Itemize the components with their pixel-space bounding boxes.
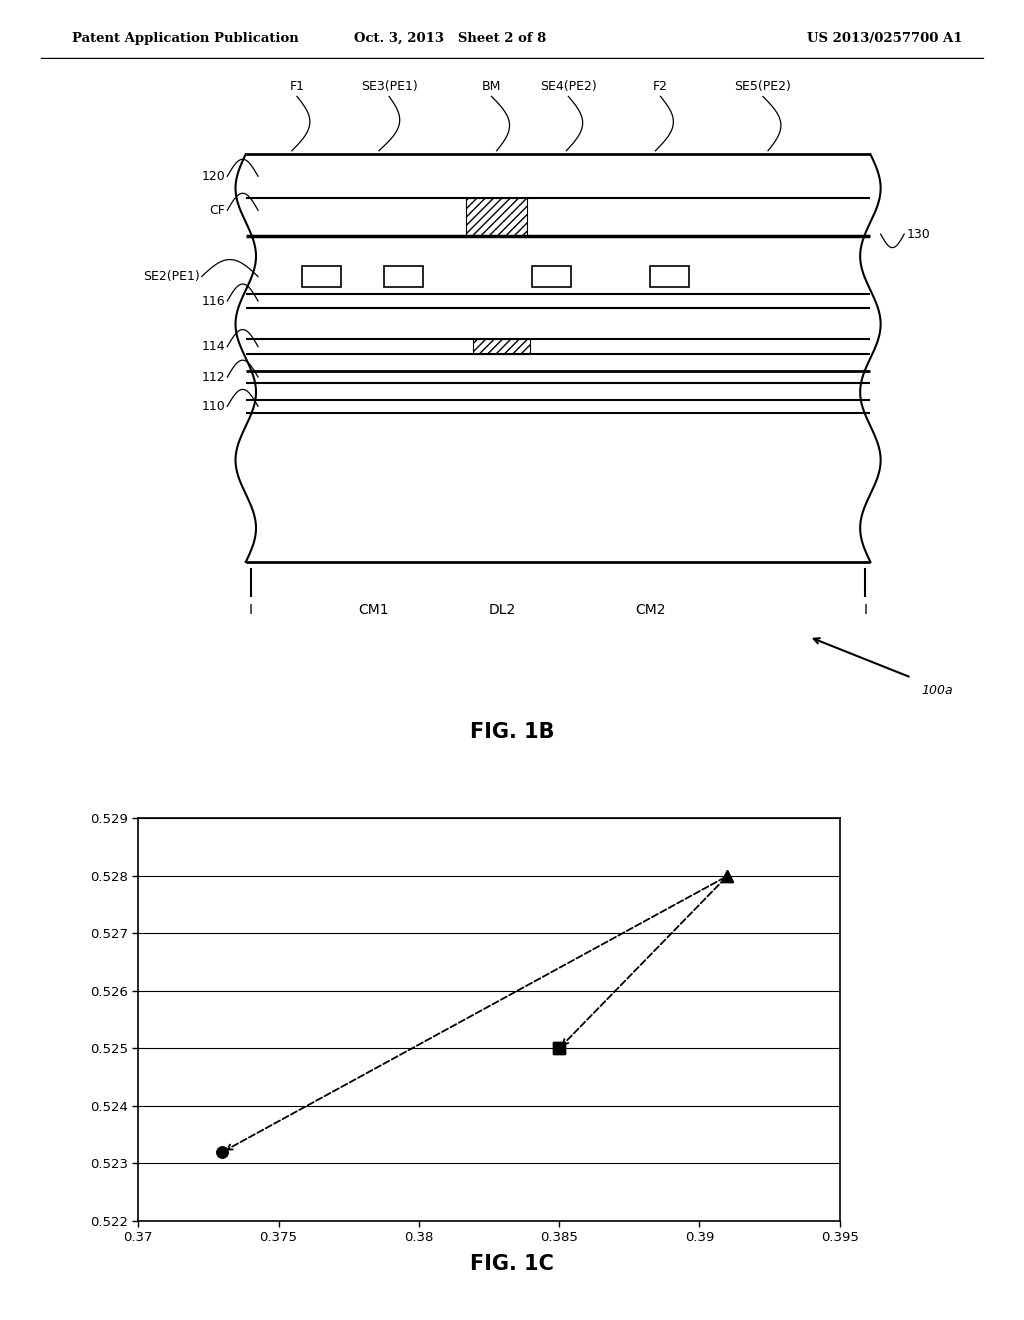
Text: I: I xyxy=(249,603,253,616)
Text: F2: F2 xyxy=(653,81,668,92)
Text: CM1: CM1 xyxy=(358,603,389,616)
Text: 120: 120 xyxy=(202,170,225,182)
Polygon shape xyxy=(650,267,689,286)
Text: CM2: CM2 xyxy=(635,603,666,616)
Text: BM: BM xyxy=(482,81,501,92)
Text: F1: F1 xyxy=(290,81,304,92)
Text: CF: CF xyxy=(209,203,225,216)
Text: I: I xyxy=(863,603,867,616)
Text: 100a: 100a xyxy=(922,684,953,697)
Text: 116: 116 xyxy=(202,294,225,308)
Text: 114: 114 xyxy=(202,341,225,352)
Text: SE4(PE2): SE4(PE2) xyxy=(540,81,597,92)
Text: FIG. 1B: FIG. 1B xyxy=(470,722,554,742)
Polygon shape xyxy=(532,267,571,286)
Text: DL2: DL2 xyxy=(488,603,515,616)
Text: 110: 110 xyxy=(202,400,225,413)
Polygon shape xyxy=(302,267,341,286)
Text: Patent Application Publication: Patent Application Publication xyxy=(72,32,298,45)
Text: US 2013/0257700 A1: US 2013/0257700 A1 xyxy=(807,32,963,45)
Text: FIG. 1C: FIG. 1C xyxy=(470,1254,554,1274)
Text: 130: 130 xyxy=(906,227,930,240)
Polygon shape xyxy=(384,267,423,286)
Text: SE2(PE1): SE2(PE1) xyxy=(143,271,200,282)
Text: Oct. 3, 2013   Sheet 2 of 8: Oct. 3, 2013 Sheet 2 of 8 xyxy=(354,32,547,45)
Text: 112: 112 xyxy=(202,371,225,384)
Text: SE5(PE2): SE5(PE2) xyxy=(734,81,792,92)
Text: SE3(PE1): SE3(PE1) xyxy=(360,81,418,92)
